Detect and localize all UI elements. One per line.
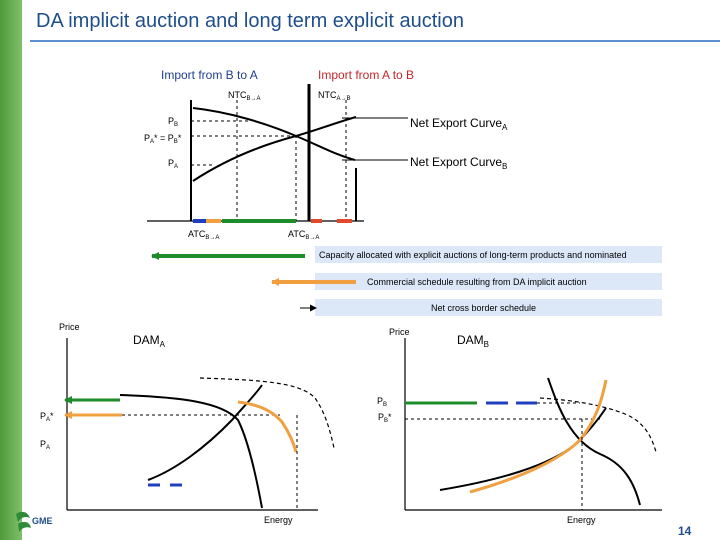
- atc-b-a-label: ATCB→A: [188, 229, 219, 241]
- legend-capacity-text: Capacity allocated with explicit auction…: [319, 250, 627, 260]
- gme-logo: GME: [16, 511, 53, 532]
- dam-a-pa-label: PA: [40, 439, 50, 451]
- dam-a-pa-star-label: PA*: [40, 411, 54, 423]
- dam-b-title: DAMB: [457, 333, 489, 349]
- net-export-curve-a: [192, 107, 356, 161]
- net-export-curve-b: [192, 116, 357, 182]
- legend-schedule-text: Commercial schedule resulting from DA im…: [367, 277, 587, 287]
- dam-a-energy-label: Energy: [264, 515, 293, 525]
- dam-b-supply-curve: [439, 407, 607, 491]
- ntc-b-a-label: NTCB→A: [228, 90, 261, 102]
- legend-net-text: Net cross border schedule: [431, 303, 536, 313]
- left-accent-bar: [0, 0, 22, 540]
- ntc-a-b-label: NTCA→B: [318, 90, 351, 102]
- dam-a-orange-curve: [237, 400, 298, 453]
- dam-b-shifted-demand-curve: [539, 397, 657, 453]
- gme-logo-text: GME: [32, 516, 53, 526]
- legend-net-box: [315, 299, 662, 316]
- dam-a-demand-curve: [119, 394, 263, 509]
- import-a-to-b-label: Import from A to B: [318, 68, 414, 82]
- pb-label: PB: [168, 116, 178, 128]
- dam-b-demand-curve: [547, 377, 641, 506]
- dam-b-pb-label: PB: [377, 396, 387, 408]
- slide-title: DA implicit auction and long term explic…: [36, 10, 464, 32]
- page-number: 14: [678, 524, 692, 538]
- dam-a-price-label: Price: [59, 322, 80, 332]
- legend-schedule-box: [315, 273, 662, 290]
- dam-a-shifted-demand-curve: [199, 377, 335, 449]
- title-underline: [30, 40, 720, 42]
- dam-b-price-label: Price: [389, 327, 410, 337]
- dam-b-energy-label: Energy: [567, 515, 596, 525]
- pa-label: PA: [168, 158, 178, 170]
- dam-a-title: DAMA: [133, 333, 166, 349]
- dam-b-orange-curve: [469, 379, 608, 494]
- pa-star-eq-pb-star-label: PA* = PB*: [144, 133, 182, 145]
- net-export-curve-b-label: Net Export CurveB: [410, 155, 507, 171]
- atc-b-a-right-label: ATCB→A: [288, 229, 319, 241]
- dam-b-pb-star-label: PB*: [378, 412, 392, 424]
- import-b-to-a-label: Import from B to A: [161, 68, 258, 82]
- dam-a-supply-curve: [147, 384, 263, 481]
- legend-capacity-box: [315, 246, 662, 263]
- net-export-curve-a-label: Net Export CurveA: [410, 116, 508, 132]
